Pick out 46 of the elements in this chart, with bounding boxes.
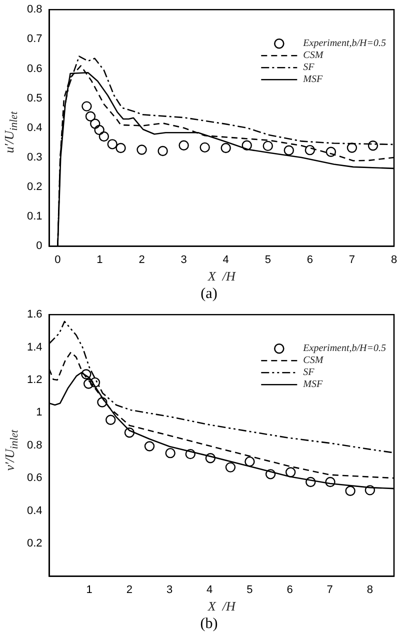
y-tick-label: 1.4: [26, 341, 42, 354]
y-tick-label: 0.5: [26, 92, 42, 104]
x-axis-title: X /H: [206, 268, 236, 284]
x-tick-label: 0: [54, 254, 61, 266]
y-tick-label: 0.1: [26, 210, 42, 223]
legend-label: MSF: [302, 74, 324, 86]
x-tick-label: 3: [166, 584, 173, 596]
text: (a): [200, 286, 218, 302]
y-tick-label: 0.3: [26, 152, 42, 164]
x-axis-title: X /H: [206, 598, 236, 614]
x-tick-label: 5: [246, 584, 253, 596]
x-tick-label: 6: [286, 584, 293, 596]
text: (b): [200, 616, 218, 632]
legend-label: SF: [303, 62, 316, 74]
legend-label: CSM: [303, 355, 324, 366]
legend-label: Experiment,b/H=0.5: [302, 343, 386, 354]
x-tick-label: 2: [126, 584, 133, 596]
y-tick-label: 0.8: [26, 4, 42, 16]
y-tick-label: 0.6: [26, 472, 42, 484]
y-tick-label: 0.8: [26, 439, 42, 452]
x-tick-label: 4: [222, 254, 229, 266]
legend-label: SF: [303, 367, 316, 378]
x-tick-label: 5: [264, 254, 271, 266]
legend-label: Experiment,b/H=0.5: [302, 38, 386, 50]
y-tick-label: 1: [36, 406, 42, 419]
y-tick-label: 0.7: [26, 33, 42, 46]
y-tick-label: 0: [36, 240, 42, 252]
y-tick-label: 0.4: [26, 504, 42, 517]
legend-label: CSM: [303, 50, 324, 62]
x-tick-label: 1: [86, 584, 92, 596]
x-tick-label: 3: [180, 254, 187, 266]
x-tick-label: 7: [326, 584, 333, 596]
y-tick-label: 1.2: [26, 374, 42, 386]
y-tick-label: 0.4: [26, 122, 42, 134]
y-tick-label: 0.6: [26, 62, 42, 75]
legend-label: MSF: [302, 379, 324, 390]
x-tick-label: 7: [348, 254, 356, 266]
x-tick-label: 4: [206, 584, 213, 596]
y-tick-label: 0.2: [26, 181, 42, 194]
y-tick-label: 1.6: [26, 308, 42, 321]
x-tick-label: 1: [96, 254, 103, 266]
x-tick-label: 6: [306, 254, 313, 266]
y-tick-label: 0.2: [26, 538, 42, 550]
x-tick-label: 2: [138, 254, 145, 266]
x-tick-label: 8: [366, 584, 374, 596]
x-tick-label: 8: [390, 254, 398, 266]
